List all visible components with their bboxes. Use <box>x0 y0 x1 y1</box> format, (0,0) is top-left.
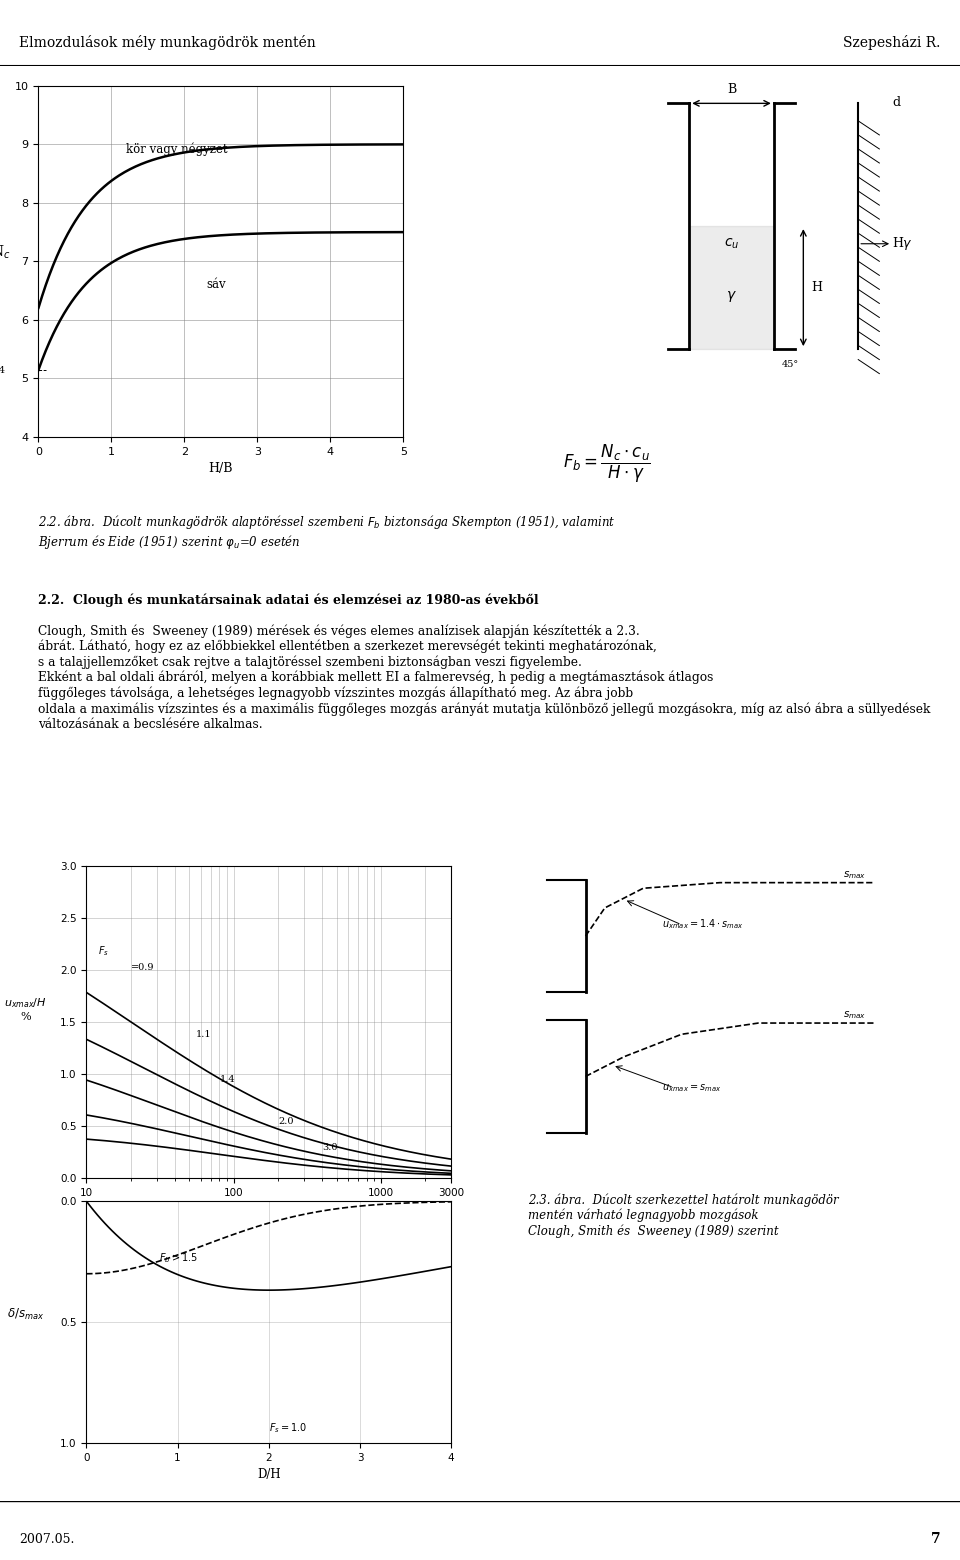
Text: $F_s=1.0$: $F_s=1.0$ <box>269 1421 307 1435</box>
X-axis label: $\frac{EI}{\gamma h^4}$ (m): $\frac{EI}{\gamma h^4}$ (m) <box>250 1203 288 1228</box>
Text: 2.2. ábra.  Dúcolt munkagödrök alaptöréssel szembeni $F_b$ biztonsága Skempton (: 2.2. ábra. Dúcolt munkagödrök alaptöréss… <box>38 513 615 551</box>
Text: 45°: 45° <box>782 360 800 368</box>
X-axis label: H/B: H/B <box>208 462 233 476</box>
Text: $u_{xmax}=1.4 \cdot s_{max}$: $u_{xmax}=1.4 \cdot s_{max}$ <box>662 917 744 931</box>
Text: B: B <box>727 83 736 97</box>
Y-axis label: $u_{xmax}/H$
%: $u_{xmax}/H$ % <box>4 997 47 1022</box>
Text: H: H <box>812 281 823 295</box>
Text: H$\gamma$: H$\gamma$ <box>892 236 913 253</box>
X-axis label: D/H: D/H <box>257 1468 280 1482</box>
Text: d: d <box>893 97 900 109</box>
Text: $c_u$: $c_u$ <box>724 237 739 251</box>
Text: $\gamma$: $\gamma$ <box>726 289 737 304</box>
Text: 5.14: 5.14 <box>0 365 6 374</box>
Text: kör vagy négyzet: kör vagy négyzet <box>126 142 228 156</box>
Text: $F_s$: $F_s$ <box>98 944 109 958</box>
Text: 3.0: 3.0 <box>323 1143 338 1151</box>
Text: $s_{max}$: $s_{max}$ <box>843 1009 866 1022</box>
Text: $F_b>1.5$: $F_b>1.5$ <box>159 1251 199 1265</box>
Text: Elmozdulások mély munkagödrök mentén: Elmozdulások mély munkagödrök mentén <box>19 34 316 50</box>
Text: 7: 7 <box>931 1532 941 1546</box>
Text: 1.4: 1.4 <box>220 1075 235 1084</box>
Text: Clough, Smith és  Sweeney (1989) mérések és véges elemes analízisek alapján kész: Clough, Smith és Sweeney (1989) mérések … <box>38 624 931 730</box>
Text: Szepesházi R.: Szepesházi R. <box>844 34 941 50</box>
Y-axis label: N$_c$: N$_c$ <box>0 243 11 262</box>
Text: 2.2.  Clough és munkatársainak adatai és elemzései az 1980-as évekből: 2.2. Clough és munkatársainak adatai és … <box>38 594 539 607</box>
Text: 1.1: 1.1 <box>196 1031 211 1039</box>
Text: 2.0: 2.0 <box>278 1117 294 1126</box>
Text: 2007.05.: 2007.05. <box>19 1533 75 1546</box>
Text: =0.9: =0.9 <box>131 963 155 972</box>
Text: sáv: sáv <box>206 278 226 290</box>
Text: $u_{xmax}=s_{max}$: $u_{xmax}=s_{max}$ <box>662 1083 722 1094</box>
Y-axis label: $\delta / s_{max}$: $\delta / s_{max}$ <box>7 1307 44 1323</box>
Text: 2.3. ábra.  Dúcolt szerkezettel határolt munkagödör
mentén várható legnagyobb mo: 2.3. ábra. Dúcolt szerkezettel határolt … <box>528 1193 839 1239</box>
Text: $F_b = \dfrac{N_c \cdot c_u}{H \cdot \gamma}$: $F_b = \dfrac{N_c \cdot c_u}{H \cdot \ga… <box>563 443 651 485</box>
Text: $s_{max}$: $s_{max}$ <box>843 869 866 881</box>
